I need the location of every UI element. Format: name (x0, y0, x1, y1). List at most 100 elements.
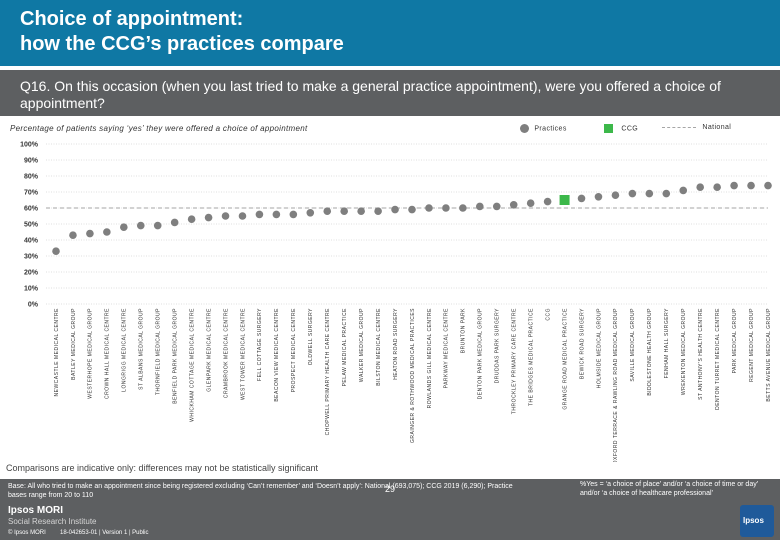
x-tick-label: CHOPWELL PRIMARY HEALTH CARE CENTRE (325, 308, 331, 436)
page-number: 29 (385, 484, 396, 494)
practice-point (238, 212, 247, 220)
x-tick-label: BEWICK ROAD SURGERY (579, 308, 585, 379)
x-tick-label: BATLEY MEDICAL GROUP (71, 308, 77, 380)
legend-practices: Practices (520, 124, 567, 133)
practice-point (170, 218, 179, 227)
x-tick-label: ST ALBANS MEDICAL GROUP (139, 308, 145, 390)
y-tick-label: 100% (20, 142, 39, 149)
x-tick-label: THROCKLEY PRIMARY CARE CENTRE (512, 308, 518, 414)
practice-point (120, 223, 128, 231)
x-tick-label: FENHAM HALL SURGERY (664, 308, 670, 379)
x-tick-label: PARKWAY MEDICAL CENTRE (444, 308, 450, 389)
practice-point (323, 207, 332, 215)
legend-ccg-marker (604, 124, 613, 133)
x-tick-label: WALKER MEDICAL GROUP (359, 308, 365, 382)
x-tick-label: DENTON TURRET MEDICAL CENTRE (715, 308, 721, 410)
base-text: Base: All who tried to make an appointme… (8, 483, 513, 499)
x-tick-label: BETTS AVENUE MEDICAL GROUP (766, 308, 772, 402)
y-tick-label: 10% (24, 286, 39, 293)
x-tick-label: REGENT MEDICAL GROUP (749, 308, 755, 382)
x-tick-label: BRUNTON PARK (461, 308, 467, 353)
practice-point (730, 181, 738, 190)
job-number: 18-042653-01 | Version 1 | Public (60, 530, 149, 536)
practice-chart: 100% 90% 80% 70% 60% 50% 40% 30% 20% 10% 0% NEWCAST… (20, 142, 772, 462)
practice-point (509, 201, 518, 209)
y-tick-label: 60% (24, 206, 39, 213)
x-tick-label: DENTON PARK MEDICAL GROUP (478, 308, 484, 399)
practice-point (662, 189, 671, 198)
practice-point (52, 247, 60, 255)
y-tick-label: 70% (24, 190, 39, 197)
practice-point (153, 221, 162, 230)
x-tick-label: WEST TOWER MEDICAL CENTRE (240, 308, 246, 400)
x-tick-label: GRANGE ROAD MEDICAL PRACTICE (562, 308, 568, 410)
legend-practices-marker (520, 124, 529, 133)
y-tick-label: 20% (24, 270, 39, 277)
practice-point (136, 221, 145, 230)
x-tick-label: BENFIELD PARK MEDICAL GROUP (172, 308, 178, 404)
practice-point (459, 204, 467, 212)
practice-point (357, 207, 365, 215)
x-tick-label: CROWN HALL MEDICAL CENTRE (105, 308, 111, 399)
x-tick-label: CCG (545, 308, 551, 321)
practice-point (221, 212, 230, 220)
x-tick-label: FELL COTTAGE SURGERY (257, 308, 263, 381)
x-tick-label: HEATON ROAD SURGERY (393, 308, 399, 380)
question-text: Q16. On this occasion (when you last tri… (20, 78, 721, 111)
x-tick-label: GRAINGER & ROTHWOOD MEDICAL PRACTICES (410, 308, 416, 443)
legend-ccg: CCG (604, 124, 638, 133)
practice-point (628, 189, 637, 198)
practice-point (679, 186, 688, 195)
x-tick-label: OLDWELL SURGERY (308, 308, 314, 365)
y-tick-label: 90% (24, 158, 39, 165)
title-banner: Choice of appointment: how the CCG’s pra… (0, 0, 780, 66)
x-tick-label: HOLMSIDE MEDICAL GROUP (596, 308, 602, 388)
x-tick-label: ST ANTHONY'S HEALTH CENTRE (698, 308, 704, 400)
x-tick-label: BEACON VIEW MEDICAL CENTRE (274, 308, 280, 402)
practice-point (442, 204, 450, 212)
practice-point (187, 215, 196, 223)
practice-point (492, 202, 501, 211)
y-tick-label: 40% (24, 238, 39, 245)
page-title: Choice of appointment: how the CCG’s pra… (20, 8, 344, 55)
x-tick-label: LONGRIGG MEDICAL CENTRE (122, 308, 128, 392)
x-tick-label: THE BRIDGES MEDICAL PRACTICE (528, 308, 534, 406)
practice-point (577, 194, 586, 203)
legend-national-marker (662, 126, 696, 128)
x-tick-label: CRAMBROOK MEDICAL CENTRE (223, 308, 229, 398)
x-tick-label: WESTERHOPE MEDICAL GROUP (88, 308, 94, 399)
x-tick-label: WREKENTON MEDICAL GROUP (681, 308, 687, 395)
x-tick-label: PELAW MEDICAL PRACTICE (342, 308, 348, 387)
practice-point (696, 183, 704, 191)
x-tick-label: PARK MEDICAL GROUP (732, 308, 738, 374)
practice-point (747, 181, 755, 190)
practice-point (526, 199, 535, 207)
x-tick-label: DRUDDAS PARK SURGERY (495, 308, 501, 384)
practice-point (391, 205, 399, 214)
question-banner: Q16. On this occasion (when you last tri… (0, 70, 780, 116)
comparison-note: Comparisons are indicative only: differe… (6, 463, 318, 473)
practice-point (645, 189, 654, 198)
x-tick-label: SAVILLE MEDICAL GROUP (630, 308, 636, 382)
x-tick-label: NEWCASTLE MEDICAL CENTRE (54, 308, 60, 397)
x-tick-label: PROSPECT MEDICAL CENTRE (291, 308, 297, 392)
practice-point (272, 210, 281, 219)
y-tick-label: 0% (28, 302, 39, 309)
y-tick-label: 30% (24, 254, 39, 261)
practice-point (204, 213, 213, 222)
x-tick-label: ROWLANDS GILL MEDICAL CENTRE (427, 308, 433, 408)
practice-point (476, 202, 484, 211)
x-tick-label: BIDDLESTONE HEALTH GROUP (647, 308, 653, 396)
practice-point (611, 191, 620, 199)
practice-point (69, 231, 77, 239)
practice-point (408, 205, 416, 214)
footnote-text: %Yes = ‘a choice of place’ and/or ‘a cho… (580, 481, 759, 497)
y-tick-label: 80% (24, 174, 39, 181)
practice-point (306, 209, 315, 217)
legend-national: National (662, 124, 731, 131)
x-tick-label: GLENPARK MEDICAL CENTRE (206, 308, 212, 392)
practice-point (255, 210, 264, 219)
x-tick-label: OXFORD TERRACE & RAWLING ROAD MEDICAL GR… (613, 308, 619, 462)
x-tick-label: BILSTON MEDICAL CENTRE (376, 308, 382, 386)
practice-point (86, 229, 94, 238)
